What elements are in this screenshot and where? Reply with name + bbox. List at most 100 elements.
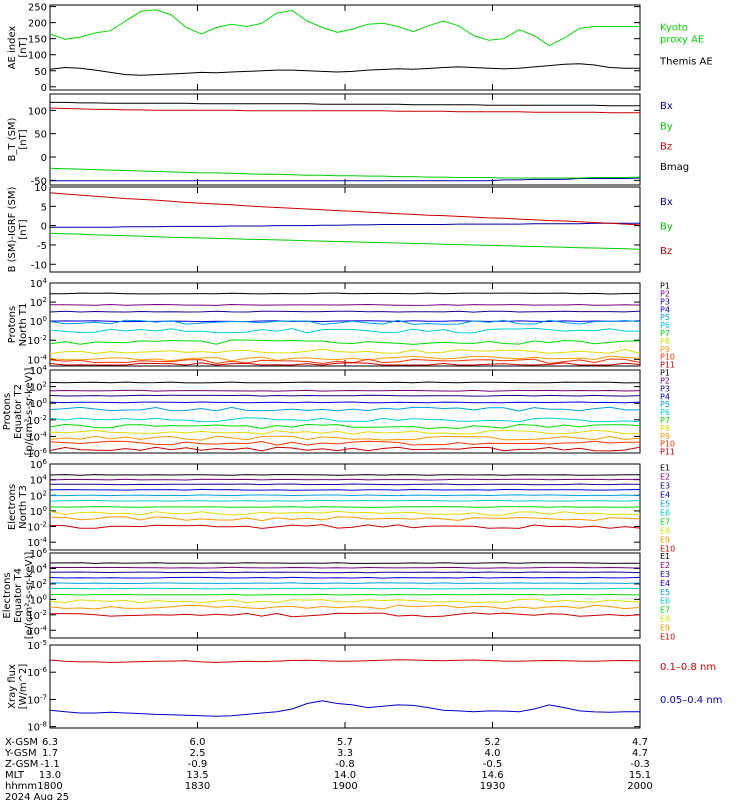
legend-entry: Themis AE [659, 57, 713, 68]
legend-entry: P1 [660, 282, 670, 291]
y-axis-label: Electrons [7, 484, 18, 530]
y-axis-label: Electrons [2, 572, 13, 618]
legend-entry: P7 [660, 329, 670, 338]
y-tick-label: 10-2 [27, 609, 47, 622]
series-line-10 [49, 612, 641, 618]
legend-entry: E3 [660, 481, 670, 490]
y-axis-label: Protons [2, 393, 13, 430]
series-line-3 [49, 483, 641, 486]
legend-entry: P9 [660, 345, 670, 354]
series-line-6 [49, 417, 641, 423]
legend-entry: E1 [660, 552, 670, 561]
axis-row-value: 14.6 [481, 770, 503, 781]
panel-2: 100 50 0 -50 B_T (SM) [nT] Bx By Bz Bmag [7, 93, 689, 187]
series-line-3 [49, 107, 640, 114]
y-axis-label: B (SM)-IGRF (SM) [7, 187, 18, 273]
legend-entry: E5 [660, 499, 670, 508]
y-tick-label: 0 [41, 222, 47, 233]
y-tick-label: 10 [34, 183, 47, 194]
legend-entry: Bx [660, 101, 673, 112]
series-line-2 [49, 389, 641, 392]
y-tick-label: 150 [28, 35, 47, 46]
axis-row-value: 2.5 [190, 748, 206, 759]
series-line-2 [49, 63, 640, 76]
y-axis-label: Xray flux [7, 664, 18, 709]
y-axis-label: Equator T2 [13, 384, 24, 439]
legend-entry: E4 [660, 490, 670, 499]
y-tick-label: -5 [37, 241, 47, 252]
y-tick-label: 102 [30, 489, 47, 502]
series-line-10 [49, 440, 640, 446]
y-axis-label: [nT] [18, 129, 29, 149]
series-line-9 [49, 604, 641, 610]
y-tick-label: 104 [30, 562, 48, 575]
y-axis-label: [e/(cm²-s-sr-keV)] [24, 552, 35, 640]
series-line-8 [49, 598, 641, 604]
series-line-8 [49, 429, 641, 435]
y-tick-label: 50 [34, 67, 47, 78]
legend-entry: P7 [660, 416, 670, 425]
legend-entry: P11 [660, 361, 675, 370]
panel-frame [49, 644, 641, 729]
series-line-5 [49, 319, 641, 325]
series-line-5 [49, 406, 641, 412]
legend-entry: E6 [660, 597, 670, 606]
axis-row-value: -1.1 [40, 759, 60, 770]
axis-row-value: 14.0 [334, 770, 356, 781]
legend-entry: P10 [660, 440, 675, 449]
y-tick-label: 106 [30, 547, 48, 560]
legend-entry: By [660, 121, 673, 132]
legend-entry: E9 [660, 535, 670, 544]
legend-entry: Kyoto [660, 23, 688, 34]
y-tick-label: 10-2 [27, 414, 47, 427]
axis-row-label: hhmm [5, 781, 37, 792]
y-tick-label: 106 [30, 458, 48, 471]
axis-row-value: 1900 [332, 781, 357, 792]
series-line-9 [49, 355, 641, 362]
series-line-4 [50, 101, 640, 107]
legend-entry: P9 [660, 432, 670, 441]
axis-row-value: 15.1 [629, 770, 651, 781]
legend-entry: Bx [660, 197, 673, 208]
series-line-3 [49, 394, 641, 397]
y-tick-label: -10 [31, 260, 47, 271]
series-line-6 [49, 327, 641, 334]
date-label: 2024 Aug 25 [5, 792, 69, 800]
legend-entry: P11 [660, 448, 675, 457]
series-line-5 [49, 582, 641, 585]
series-line-8 [49, 348, 641, 355]
series-line-1 [49, 562, 641, 564]
axis-row-value: 5.2 [485, 737, 501, 748]
legend-entry: E4 [660, 579, 670, 588]
axis-row-value: 6.3 [42, 737, 58, 748]
y-tick-label: 10-2 [27, 334, 47, 347]
series-line-11 [49, 362, 641, 366]
axis-row-value: 1.7 [42, 748, 58, 759]
y-tick-label: 10-6 [27, 447, 47, 460]
y-tick-label: 10-5 [27, 639, 47, 652]
y-tick-label: 102 [30, 381, 47, 394]
series-line-4 [49, 576, 641, 579]
y-tick-label: 250 [28, 3, 47, 14]
legend-entry: proxy AE [660, 35, 704, 46]
legend-entry: E8 [660, 526, 670, 535]
y-axis-label: [nT] [18, 219, 29, 239]
series-line-6 [49, 499, 641, 502]
legend-entry: E3 [660, 570, 670, 579]
y-tick-label: 100 [30, 315, 47, 328]
y-axis-label: AE index [7, 26, 18, 70]
panel-3: 10 5 0 -5 -10 B (SM)-IGRF (SM) [nT] Bx By Bz [7, 183, 673, 273]
axis-row-value: 13.0 [39, 770, 61, 781]
axis-row-value: 1830 [185, 781, 210, 792]
panel-8: 10-5 10-6 10-7 10-8 Xray flux [W/m^2] 0.1–0.8 … [7, 639, 722, 734]
axis-row-value: 6.0 [190, 737, 206, 748]
legend-entry: By [660, 222, 673, 233]
legend-entry: E10 [660, 544, 675, 553]
y-tick-label: 10-6 [27, 666, 47, 679]
series-line-2 [49, 700, 640, 717]
legend-entry: P3 [660, 384, 670, 393]
panel-frame [49, 4, 641, 91]
series-line-7 [49, 506, 641, 508]
